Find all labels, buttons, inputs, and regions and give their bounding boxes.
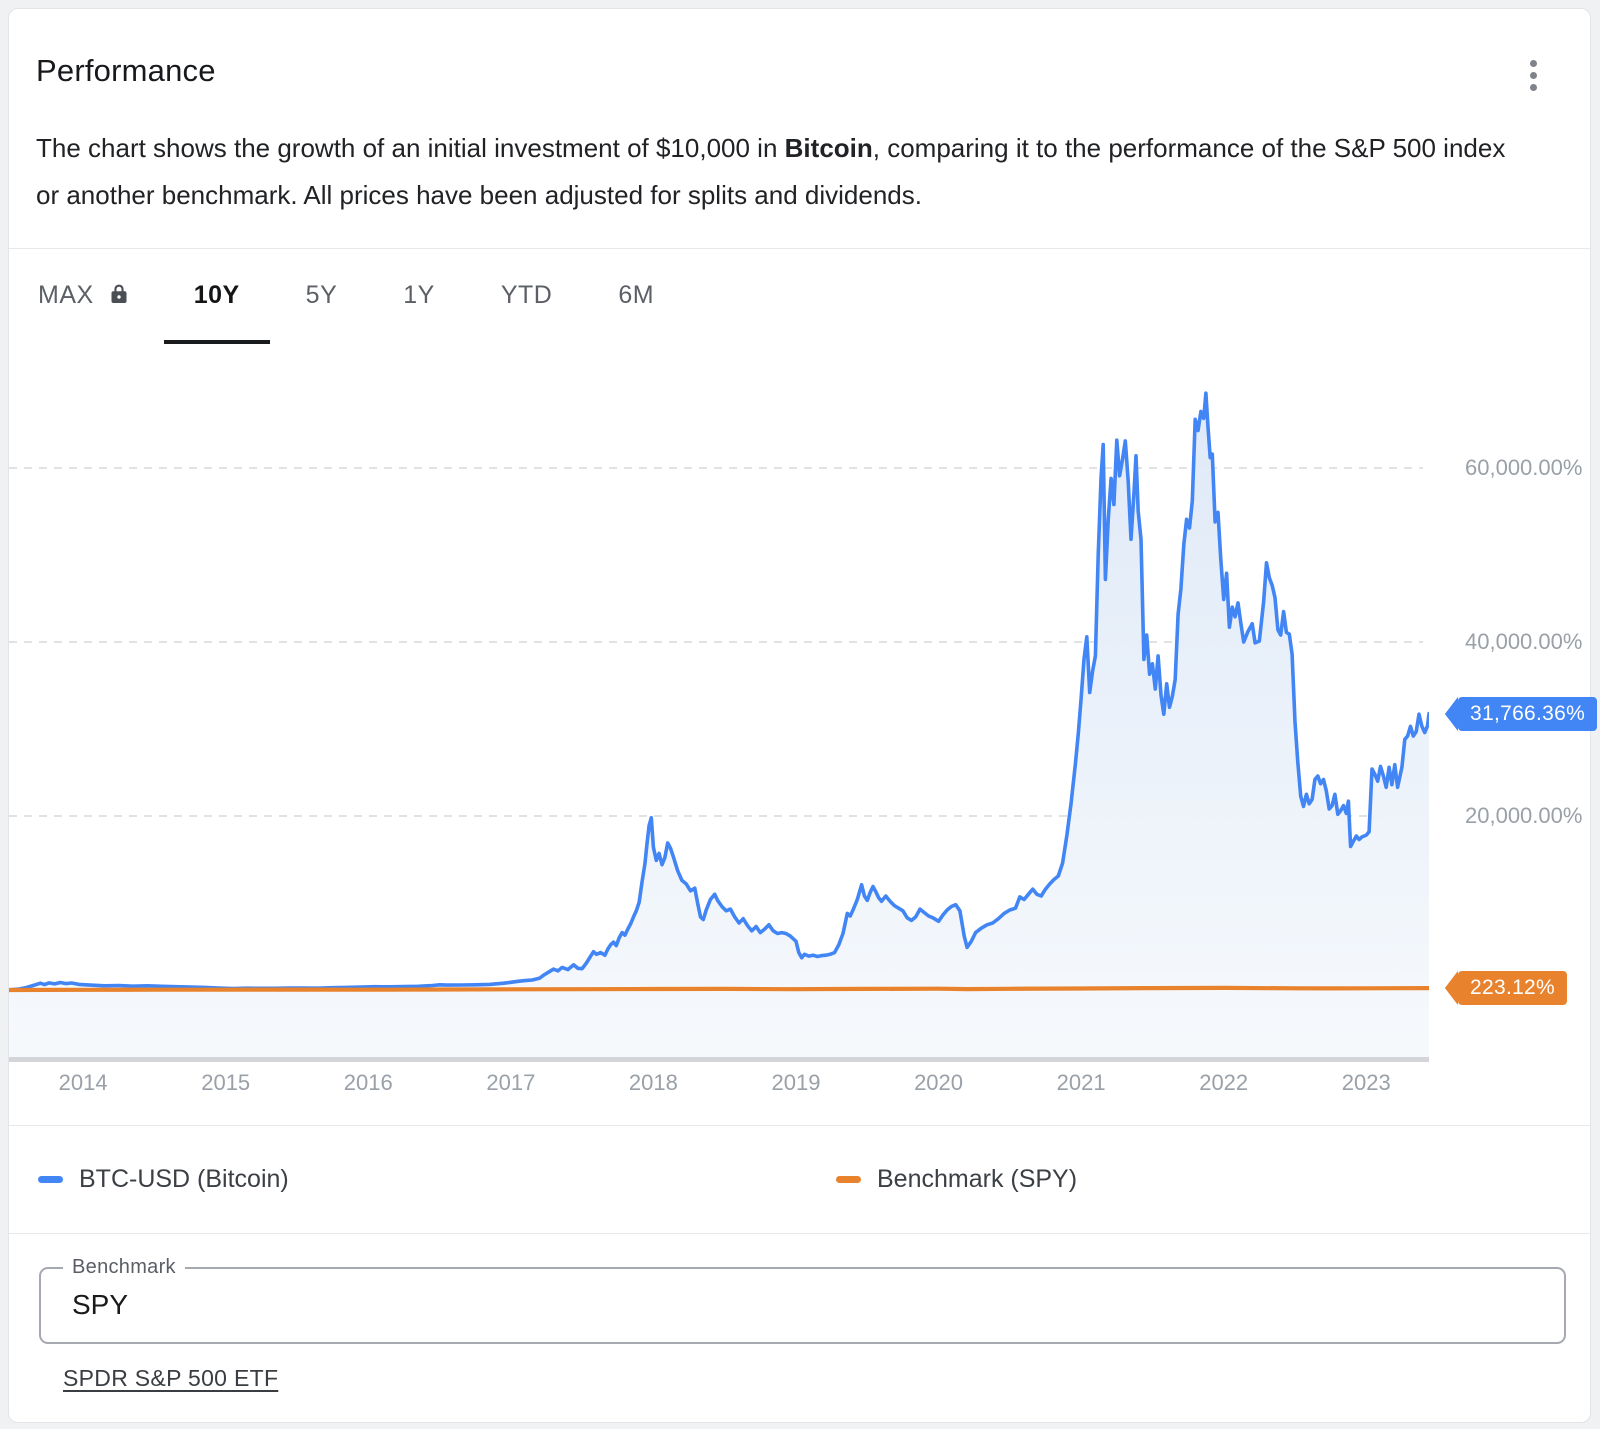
chart-legend: BTC-USD (Bitcoin) Benchmark (SPY) — [9, 1126, 1590, 1233]
x-axis-tick-label: 2016 — [343, 1070, 393, 1095]
series-paths — [9, 391, 1429, 1058]
chart-description: The chart shows the growth of an initial… — [36, 133, 1506, 210]
series-end-value: 31,766.36% — [1470, 701, 1586, 725]
divider — [9, 248, 1590, 249]
x-axis-tick-label: 2018 — [628, 1070, 678, 1095]
asset-name: Bitcoin — [784, 133, 873, 163]
kebab-menu-icon — [1529, 59, 1537, 67]
x-axis-tick-label: 2020 — [914, 1070, 964, 1095]
legend-swatch — [38, 1175, 63, 1183]
range-tab-label: 10Y — [193, 280, 240, 309]
series-line — [9, 985, 1429, 993]
benchmark-etf-link[interactable]: SPDR S&P 500 ETF — [63, 1365, 279, 1391]
legend-swatch — [836, 1175, 861, 1183]
performance-chart-svg[interactable] — [9, 348, 1429, 1063]
x-axis-tick-label: 2014 — [58, 1070, 108, 1095]
range-tab-label: 1Y — [403, 280, 435, 309]
performance-card: Performance The chart shows the growth o… — [8, 8, 1598, 1423]
y-axis-tick-label: 60,000.00% — [1465, 455, 1583, 480]
range-tab-max[interactable]: MAX — [38, 275, 128, 315]
series-end-value: 223.12% — [1470, 976, 1556, 1000]
range-tabs: MAX 10Y 5Y 1Y YTD 6M — [38, 249, 654, 341]
page-title: Performance — [36, 53, 216, 88]
x-axis-tick-label: 2022 — [1199, 1070, 1249, 1095]
range-tab-5y[interactable]: 5Y — [306, 275, 338, 315]
x-axis-bar — [9, 1057, 1429, 1062]
performance-chart-area[interactable]: 60,000.00% 40,000.00% 20,000.00% 2014 2015 20… — [9, 348, 1598, 1125]
benchmark-field-label: Benchmark — [63, 1256, 185, 1279]
more-options-button[interactable] — [1509, 47, 1557, 103]
legend-item[interactable]: BTC-USD (Bitcoin) — [38, 1164, 289, 1194]
y-axis-tick-label: 40,000.00% — [1465, 629, 1583, 654]
range-tab-10y[interactable]: 10Y — [194, 275, 240, 315]
x-axis-tick-label: 2023 — [1341, 1070, 1391, 1095]
benchmark-field[interactable]: Benchmark — [39, 1256, 1566, 1344]
benchmark-input[interactable] — [72, 1289, 472, 1321]
lock-icon — [110, 283, 128, 305]
legend-item[interactable]: Benchmark (SPY) — [836, 1164, 1077, 1194]
range-tab-label: MAX — [38, 280, 94, 309]
grid-lines — [9, 467, 1423, 817]
series-end-badge: 31,766.36% — [1444, 696, 1598, 731]
series-end-badge: 223.12% — [1444, 971, 1568, 1006]
divider — [9, 1233, 1590, 1234]
range-tab-label: 5Y — [305, 280, 338, 309]
legend-label: Benchmark (SPY) — [877, 1164, 1078, 1193]
series-line — [9, 391, 1429, 992]
x-axis-tick-label: 2021 — [1056, 1070, 1106, 1095]
x-axis-tick-label: 2017 — [486, 1070, 536, 1095]
range-tab-label: 6M — [618, 280, 655, 309]
range-tab-label: YTD — [500, 280, 553, 309]
legend-label: BTC-USD (Bitcoin) — [79, 1164, 289, 1193]
x-axis-tick-label: 2015 — [201, 1070, 251, 1095]
y-axis-tick-label: 20,000.00% — [1465, 803, 1583, 828]
range-tab-6m[interactable]: 6M — [618, 275, 654, 315]
range-tab-ytd[interactable]: YTD — [501, 275, 553, 315]
x-axis-tick-label: 2019 — [771, 1070, 821, 1095]
divider — [9, 1125, 1590, 1126]
series-area — [9, 393, 1429, 1058]
range-tab-1y[interactable]: 1Y — [403, 275, 435, 315]
